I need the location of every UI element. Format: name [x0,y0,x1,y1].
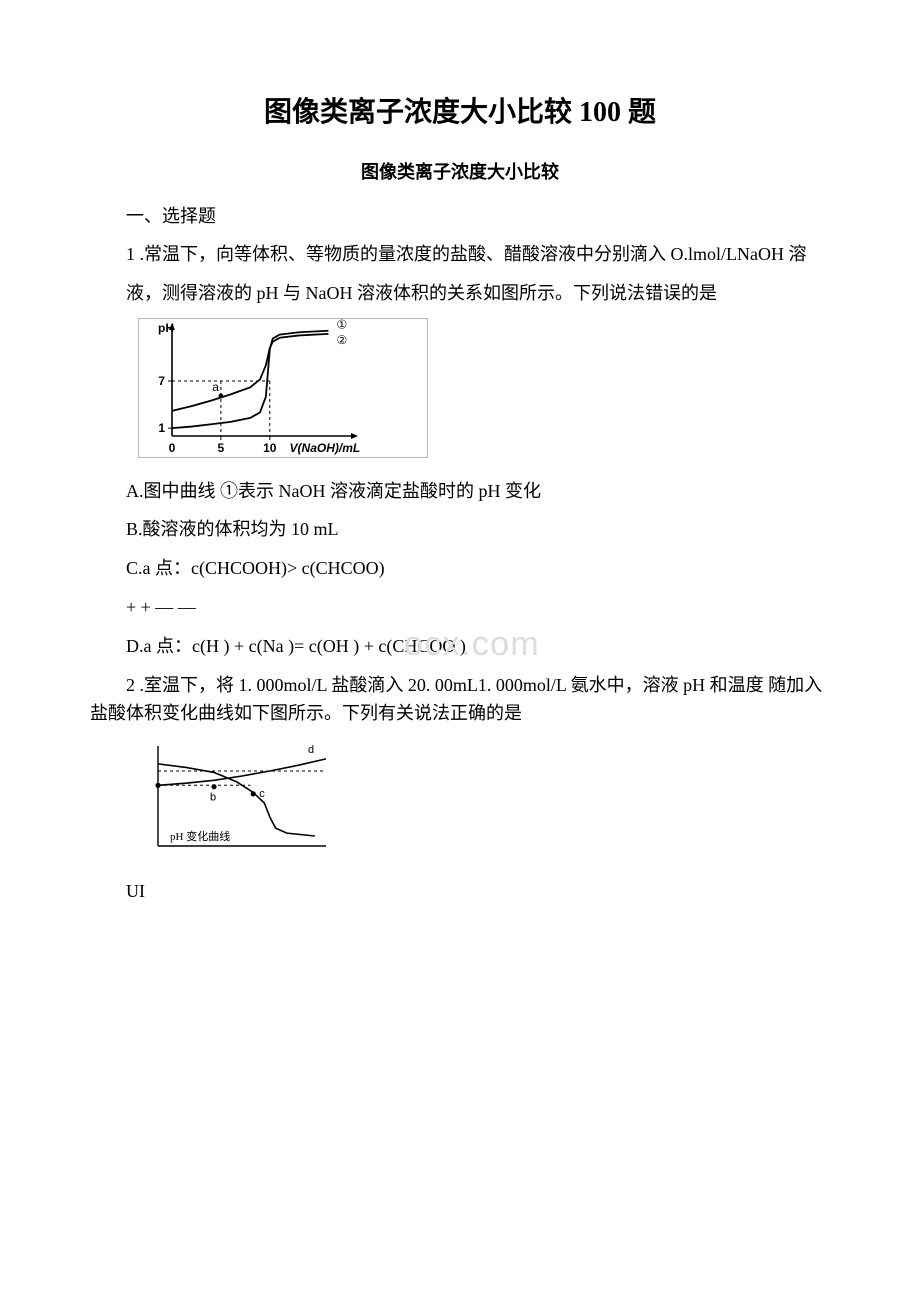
document-title: 图像类离子浓度大小比较 100 题 [90,90,830,130]
svg-text:①: ① [336,318,347,332]
option-d: D.a 点：c(H ) + c(Na )= c(OH ) + c(CHCOO ) [90,632,830,661]
svg-text:10: 10 [263,441,277,455]
option-plusminus: + + — — [90,593,830,622]
ui-text: UI [90,877,830,906]
question1-line1: 1 .常温下，向等体积、等物质的量浓度的盐酸、醋酸溶液中分别滴入 O.lmol/… [90,240,830,269]
chart1-container: pH170510a①②V(NaOH)/mL [138,318,830,463]
svg-text:a: a [212,380,219,394]
section-heading: 一、选择题 [90,202,830,228]
svg-text:b: b [210,792,216,804]
svg-text:0: 0 [169,441,176,455]
chart2-svg: d b c pH 变化曲线 [138,738,338,858]
svg-text:c: c [259,788,265,800]
svg-text:②: ② [336,332,347,346]
option-c: C.a 点：c(CHCOOH)> c(CHCOO) [90,554,830,583]
svg-text:V(NaOH)/mL: V(NaOH)/mL [290,441,361,455]
svg-text:d: d [308,744,314,756]
document-subtitle: 图像类离子浓度大小比较 [90,158,830,184]
question1-line2: 液，测得溶液的 pH 与 NaOH 溶液体积的关系如图所示。下列说法错误的是 [90,279,830,308]
svg-text:5: 5 [218,441,225,455]
option-b: B.酸溶液的体积均为 10 mL [90,515,830,544]
option-a: A.图中曲线 ①表示 NaOH 溶液滴定盐酸时的 pH 变化 [90,477,830,506]
chart1-svg: pH170510a①②V(NaOH)/mL [138,318,428,458]
question2: 2 .室温下，将 1. 000mol/L 盐酸滴入 20. 00mL1. 000… [90,671,830,729]
svg-text:1: 1 [158,421,165,435]
svg-text:pH 变化曲线: pH 变化曲线 [170,829,230,843]
svg-text:7: 7 [158,374,165,388]
chart2-container: d b c pH 变化曲线 [138,738,830,863]
